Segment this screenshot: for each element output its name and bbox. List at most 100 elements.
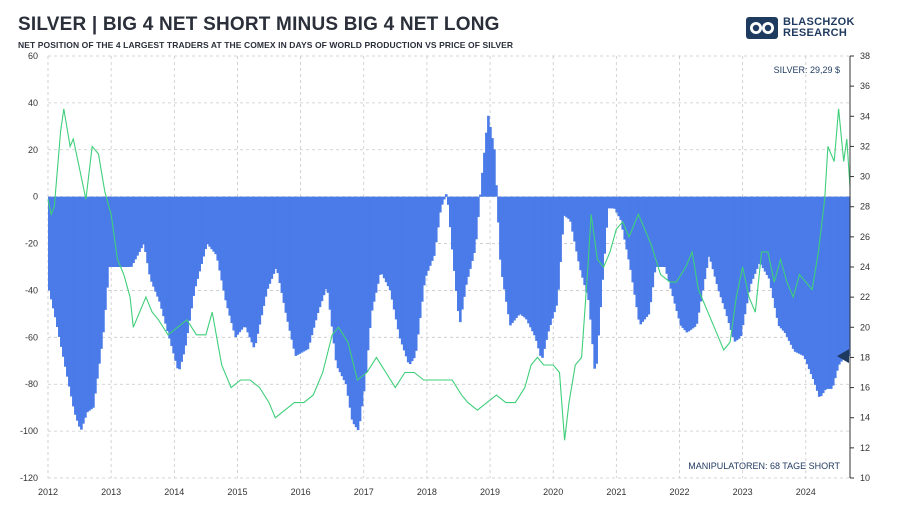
net-position-bar bbox=[426, 196, 430, 271]
net-position-bar bbox=[805, 196, 809, 365]
right-tick-label: 28 bbox=[860, 202, 870, 212]
net-position-bar bbox=[212, 196, 216, 252]
net-position-bar bbox=[172, 196, 175, 354]
net-position-bar bbox=[547, 196, 550, 332]
left-tick-label: 0 bbox=[33, 192, 38, 202]
net-position-bar bbox=[58, 196, 61, 337]
net-position-bar bbox=[577, 196, 580, 262]
net-position-bar bbox=[240, 196, 244, 330]
net-position-bar bbox=[503, 196, 506, 290]
net-position-bar bbox=[248, 196, 252, 338]
net-position-bar bbox=[845, 196, 849, 357]
net-position-bar bbox=[763, 196, 767, 272]
net-position-bar bbox=[769, 196, 773, 289]
net-position-bar bbox=[278, 196, 282, 284]
net-position-bar bbox=[380, 196, 384, 275]
net-position-bar bbox=[715, 196, 719, 285]
net-position-bar bbox=[314, 196, 318, 321]
net-position-bar bbox=[495, 185, 498, 197]
net-position-bar bbox=[781, 196, 785, 331]
net-position-bar bbox=[402, 196, 406, 351]
net-position-bar bbox=[513, 196, 516, 321]
net-position-bar bbox=[699, 196, 703, 302]
net-position-bar bbox=[182, 196, 185, 355]
net-position-bar bbox=[120, 196, 123, 267]
net-position-bar bbox=[418, 196, 422, 319]
net-position-bar bbox=[444, 194, 448, 197]
net-position-bar bbox=[344, 196, 348, 385]
net-position-bar bbox=[571, 196, 574, 232]
net-position-bar bbox=[346, 196, 350, 396]
net-position-bar bbox=[803, 196, 807, 360]
net-position-bar bbox=[94, 196, 97, 394]
net-position-bar bbox=[815, 196, 819, 391]
net-position-bar bbox=[535, 196, 538, 341]
net-position-bar bbox=[823, 196, 827, 391]
left-tick-label: -100 bbox=[20, 426, 38, 436]
net-position-bar bbox=[771, 196, 775, 299]
x-tick-label: 2012 bbox=[38, 487, 58, 497]
net-position-bar bbox=[721, 196, 725, 304]
net-position-bar bbox=[793, 196, 797, 352]
net-position-bar bbox=[56, 196, 59, 328]
net-position-bar bbox=[218, 196, 222, 271]
net-position-bar bbox=[406, 196, 410, 363]
net-position-bar bbox=[543, 196, 546, 349]
net-position-bar bbox=[354, 196, 358, 428]
net-position-bar bbox=[643, 196, 647, 320]
x-tick-label: 2016 bbox=[291, 487, 311, 497]
right-tick-label: 30 bbox=[860, 172, 870, 182]
right-tick-label: 38 bbox=[860, 51, 870, 61]
net-position-bar bbox=[428, 196, 432, 266]
net-position-bar bbox=[204, 196, 207, 250]
net-position-bar bbox=[170, 196, 173, 346]
net-position-bar bbox=[609, 196, 613, 209]
x-tick-label: 2019 bbox=[480, 487, 500, 497]
net-position-bar bbox=[463, 196, 466, 297]
net-position-bar bbox=[623, 196, 627, 240]
net-position-bar bbox=[368, 196, 372, 328]
net-position-bar bbox=[791, 196, 795, 349]
net-position-bar bbox=[449, 196, 452, 228]
net-position-bar bbox=[619, 196, 623, 220]
net-position-bar bbox=[166, 196, 169, 332]
net-position-bar bbox=[817, 196, 821, 397]
net-position-bar bbox=[348, 196, 352, 408]
net-position-bar bbox=[310, 196, 314, 336]
net-position-bar bbox=[340, 196, 344, 377]
net-position-bar bbox=[515, 196, 518, 318]
net-position-bar bbox=[442, 196, 446, 200]
net-position-bar bbox=[595, 196, 598, 364]
net-position-bar bbox=[114, 196, 117, 267]
net-position-bar bbox=[76, 196, 79, 421]
right-tick-label: 10 bbox=[860, 473, 870, 483]
net-position-bar bbox=[747, 196, 751, 293]
net-position-bar bbox=[537, 196, 540, 349]
net-position-bar bbox=[457, 196, 460, 312]
net-position-bar bbox=[559, 196, 562, 263]
net-position-bar bbox=[318, 196, 322, 308]
net-position-bar bbox=[272, 196, 276, 274]
net-position-bar bbox=[737, 196, 741, 339]
net-position-bar bbox=[665, 196, 669, 274]
net-position-bar bbox=[531, 196, 534, 332]
net-position-bar bbox=[188, 196, 191, 321]
net-position-bar bbox=[350, 196, 354, 420]
net-position-bar bbox=[487, 115, 490, 197]
net-position-bar bbox=[651, 196, 655, 288]
net-position-bar bbox=[719, 196, 723, 298]
net-position-bar bbox=[821, 196, 825, 394]
net-position-bar bbox=[631, 196, 635, 283]
net-position-bar bbox=[110, 196, 113, 267]
net-position-bar bbox=[567, 196, 570, 219]
net-position-bar bbox=[831, 196, 835, 386]
net-position-bar bbox=[352, 196, 356, 425]
net-position-bar bbox=[583, 196, 586, 286]
net-position-bar bbox=[611, 196, 615, 209]
net-position-bar bbox=[639, 196, 643, 325]
net-position-bar bbox=[184, 196, 187, 346]
net-position-bar bbox=[787, 196, 791, 341]
bull-bear-logo-icon bbox=[746, 17, 778, 39]
net-position-bar bbox=[412, 196, 416, 359]
net-position-bar bbox=[356, 196, 360, 431]
